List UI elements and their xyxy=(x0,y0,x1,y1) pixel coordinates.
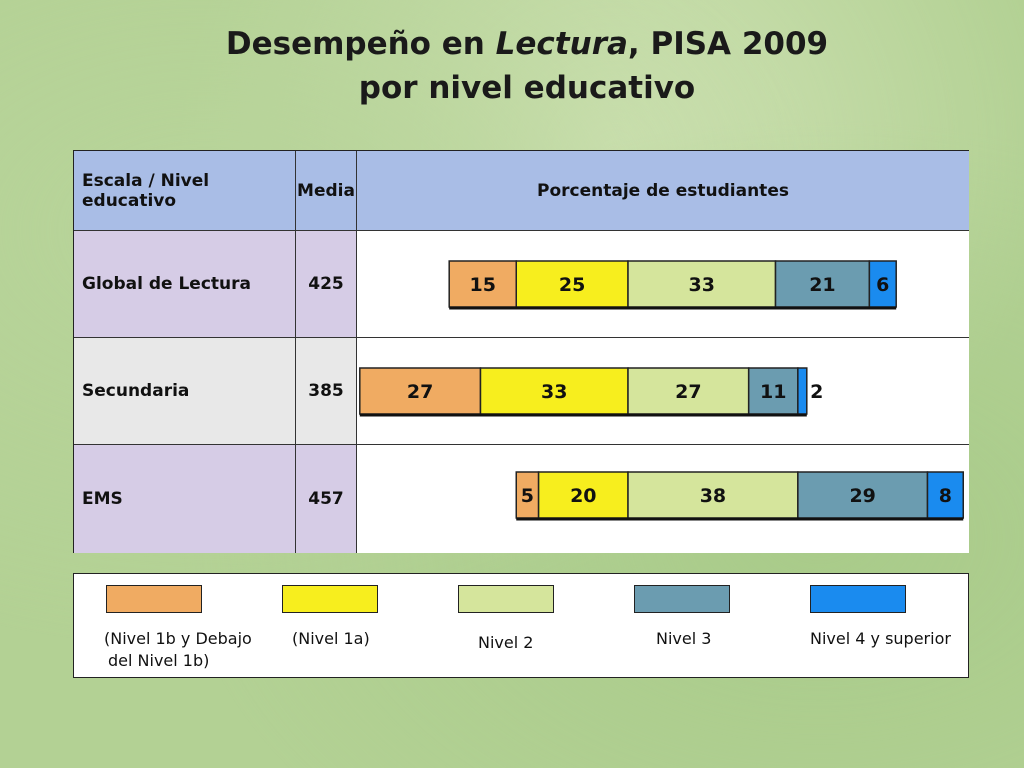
label-secundaria-nivel-3: 11 xyxy=(760,381,786,403)
label-secundaria-nivel-4: 2 xyxy=(810,381,823,403)
bar-global-de-lectura-nivel-1a xyxy=(515,260,629,308)
header-scale-level: Escala / Nivel educativo xyxy=(74,151,296,231)
label-global-de-lectura-nivel-1b: 15 xyxy=(469,274,495,296)
legend-swatch-nivel-3 xyxy=(634,585,730,613)
label-global-de-lectura-nivel-2: 33 xyxy=(689,274,715,296)
label-global-de-lectura-nivel-1a: 25 xyxy=(559,274,585,296)
bar-global-de-lectura-nivel-2 xyxy=(627,260,777,308)
row-label-ems: EMS xyxy=(74,445,296,553)
header-percentage: Porcentaje de estudiantes xyxy=(357,151,969,231)
row-media-ems: 457 xyxy=(296,445,357,553)
bar-secundaria-nivel-4 xyxy=(797,367,808,415)
legend-label-nivel-2: Nivel 2 xyxy=(478,633,534,652)
label-global-de-lectura-nivel-4: 6 xyxy=(876,274,889,296)
label-ems-nivel-3: 29 xyxy=(849,485,875,507)
chart-title: Desempeño en Lectura, PISA 2009 por nive… xyxy=(0,22,1024,110)
header-media: Media xyxy=(296,151,357,231)
title-line-2: por nivel educativo xyxy=(358,70,696,106)
label-global-de-lectura-nivel-3: 21 xyxy=(809,274,835,296)
bar-ems-nivel-1a xyxy=(537,471,629,519)
bar-secundaria-nivel-2 xyxy=(627,367,750,415)
label-ems-nivel-2: 38 xyxy=(700,485,726,507)
legend-swatch-nivel-4 xyxy=(810,585,906,613)
legend-swatch-nivel-1a xyxy=(282,585,378,613)
title-line-1: Desempeño en Lectura, PISA 2009 xyxy=(225,26,829,62)
stacked-bars: 15 25 33 21 627 33 27 11 25 20 38 29 8 xyxy=(359,260,964,521)
legend-label-nivel-3: Nivel 3 xyxy=(656,629,712,648)
legend-swatch-nivel-1b xyxy=(106,585,202,613)
label-secundaria-nivel-2: 27 xyxy=(675,381,701,403)
label-secundaria-nivel-1b: 27 xyxy=(407,381,433,403)
row-label-global: Global de Lectura xyxy=(74,231,296,338)
legend-label-nivel-4: Nivel 4 y superior xyxy=(810,629,951,648)
row-media-global: 425 xyxy=(296,231,357,338)
legend-swatch-nivel-2 xyxy=(458,585,554,613)
label-ems-nivel-4: 8 xyxy=(939,485,952,507)
label-ems-nivel-1b: 5 xyxy=(521,485,534,507)
label-ems-nivel-1a: 20 xyxy=(570,485,596,507)
bar-global-de-lectura-nivel-3 xyxy=(774,260,871,308)
legend: (Nivel 1b y Debajo del Nivel 1b) (Nivel … xyxy=(73,573,969,678)
label-secundaria-nivel-1a: 33 xyxy=(541,381,567,403)
row-label-secundaria: Secundaria xyxy=(74,338,296,445)
row-media-secundaria: 385 xyxy=(296,338,357,445)
legend-label-nivel-1b: (Nivel 1b y Debajo del Nivel 1b) xyxy=(104,629,252,670)
bar-secundaria-nivel-1b xyxy=(359,367,482,415)
legend-label-nivel-1a: (Nivel 1a) xyxy=(292,629,370,648)
results-table: Escala / Nivel educativo Media Porcentaj… xyxy=(73,150,969,553)
bar-global-de-lectura-nivel-4 xyxy=(868,260,897,308)
bar-global-de-lectura-nivel-1b xyxy=(448,260,518,308)
